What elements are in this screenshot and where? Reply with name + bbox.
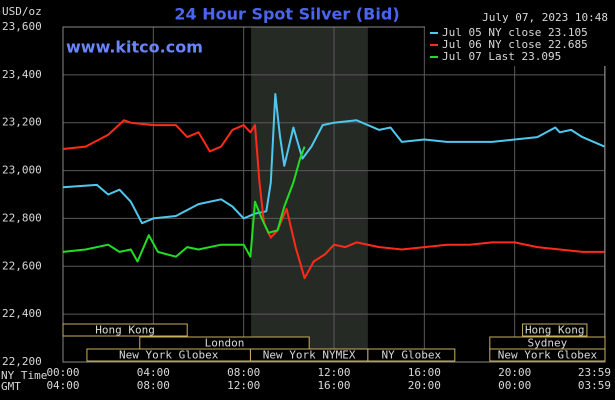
x-tick-label: 16:00 — [408, 366, 441, 379]
x-row-label: GMT — [1, 380, 21, 393]
plot-frame — [62, 26, 606, 363]
legend-label: Jul 06 NY close 22.685 — [442, 38, 588, 51]
x-tick-label: 08:00 — [227, 366, 260, 379]
y-tick-label: 23,200 — [2, 116, 42, 129]
session-label: London — [205, 337, 245, 350]
y-tick-label: 23,400 — [2, 68, 42, 81]
session-label: New York Globex — [498, 349, 598, 362]
session-label: Sydney — [528, 337, 568, 350]
date-label: July 07, 2023 10:48 — [482, 11, 608, 24]
series-line — [62, 93, 605, 225]
x-tick-label: 03:59 — [578, 379, 611, 392]
y-tick-label: 22,400 — [2, 307, 42, 320]
session-box — [62, 323, 188, 337]
session-label: NY Globex — [382, 349, 442, 362]
session-box — [489, 348, 606, 362]
legend-box — [425, 26, 606, 66]
chart-title: 24 Hour Spot Silver (Bid) — [174, 5, 399, 24]
x-row-label: NY Time — [1, 369, 47, 382]
session-label: New York Globex — [119, 349, 219, 362]
x-tick-label: 08:00 — [137, 379, 170, 392]
x-tick-label: 12:00 — [227, 379, 260, 392]
session-box — [367, 348, 456, 362]
y-tick-label: 23,600 — [2, 20, 42, 33]
x-tick-label: 16:00 — [317, 379, 350, 392]
y-axis-label: USD/oz — [2, 5, 42, 18]
session-box — [522, 323, 588, 337]
session-label: Hong Kong — [525, 324, 585, 337]
x-tick-label: 20:00 — [408, 379, 441, 392]
series-line — [62, 146, 306, 263]
x-tick-label: 04:00 — [46, 379, 79, 392]
x-tick-label: 12:00 — [317, 366, 350, 379]
legend-label: Jul 05 NY close 23.105 — [442, 26, 588, 39]
x-tick-label: 00:00 — [498, 379, 531, 392]
y-tick-label: 22,200 — [2, 355, 42, 368]
y-tick-label: 23,000 — [2, 164, 42, 177]
x-tick-label: 00:00 — [46, 366, 79, 379]
session-shade — [251, 27, 368, 362]
session-label: Hong Kong — [95, 324, 155, 337]
legend-label: Jul 07 Last 23.095 — [442, 50, 561, 63]
x-tick-label: 20:00 — [498, 366, 531, 379]
x-tick-label: 04:00 — [137, 366, 170, 379]
x-tick-label: 23:59 — [578, 366, 611, 379]
session-label: New York NYMEX — [263, 349, 356, 362]
y-tick-label: 22,800 — [2, 211, 42, 224]
y-tick-label: 22,600 — [2, 259, 42, 272]
watermark: www.kitco.com — [66, 38, 203, 57]
series-line — [62, 119, 605, 280]
